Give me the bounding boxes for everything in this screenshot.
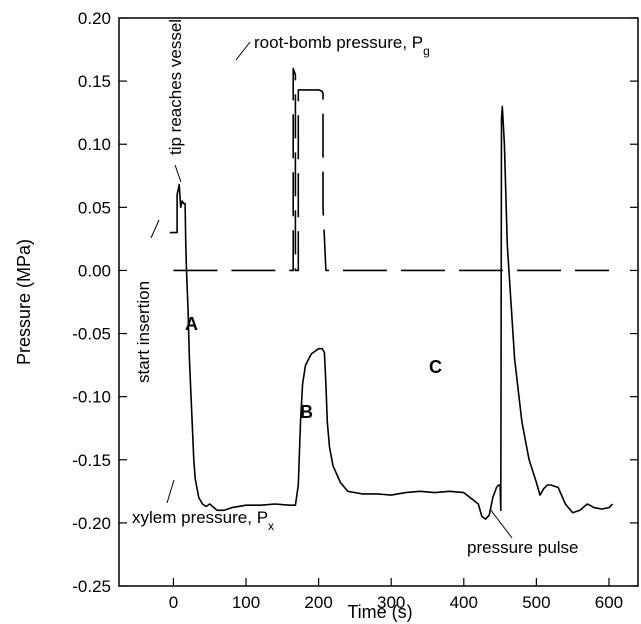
annotation-leader-lines — [150, 41, 513, 539]
y-tick-label: 0.10 — [78, 135, 111, 154]
y-tick-label: 0.15 — [78, 72, 111, 91]
series-layer — [169, 67, 614, 520]
annotation-xylem-pressure: xylem pressure, Px — [132, 508, 274, 533]
y-tick-label: -0.20 — [72, 514, 111, 533]
annotation-root-bomb-pressure: root-bomb pressure, Pg — [254, 33, 430, 58]
annotation-root-bomb-main: root-bomb pressure, P — [254, 33, 423, 52]
x-tick-label: 300 — [377, 593, 405, 612]
y-tick-label: -0.10 — [72, 388, 111, 407]
y-tick-label: 0.05 — [78, 198, 111, 217]
x-tick-label: 200 — [304, 593, 332, 612]
x-axis-label: Time (s) — [347, 602, 412, 622]
y-axis-label: Pressure (MPa) — [14, 239, 34, 365]
y-tick-label: 0.20 — [78, 9, 111, 28]
leader-tip-reaches-vessel — [174, 164, 182, 183]
annotation-tip-reaches-vessel: tip reaches vessel — [166, 19, 185, 155]
annotation-xylem-subscript: x — [268, 519, 274, 533]
annotation-label-a: A — [185, 314, 198, 334]
y-tick-label: -0.25 — [72, 577, 111, 596]
y-tick-label: 0.00 — [78, 261, 111, 280]
x-tick-label: 600 — [595, 593, 623, 612]
annotation-label-b: B — [300, 402, 313, 422]
plot-frame — [118, 17, 639, 587]
leader-xylem-pressure — [166, 479, 175, 504]
ticks-layer: 0 100 200 300 400 500 600 -0.25 -0.20 -0.15 -0.10 -… — [72, 9, 638, 612]
annotation-pressure-pulse: pressure pulse — [467, 538, 579, 557]
x-tick-label: 500 — [522, 593, 550, 612]
y-tick-label: -0.15 — [72, 451, 111, 470]
annotation-root-bomb-subscript: g — [423, 44, 430, 58]
solid-pressure-line — [169, 105, 614, 520]
leader-root-bomb — [235, 41, 251, 61]
x-tick-label: 100 — [232, 593, 260, 612]
annotation-xylem-main: xylem pressure, P — [132, 508, 268, 527]
leader-pressure-pulse — [489, 508, 513, 539]
x-tick-label: 400 — [450, 593, 478, 612]
leader-start-insertion — [150, 219, 160, 239]
annotation-label-c: C — [429, 357, 442, 377]
y-tick-label: -0.05 — [72, 325, 111, 344]
dashed-pressure-line — [173, 67, 609, 272]
annotation-start-insertion: start insertion — [134, 281, 153, 383]
x-tick-label: 0 — [169, 593, 178, 612]
